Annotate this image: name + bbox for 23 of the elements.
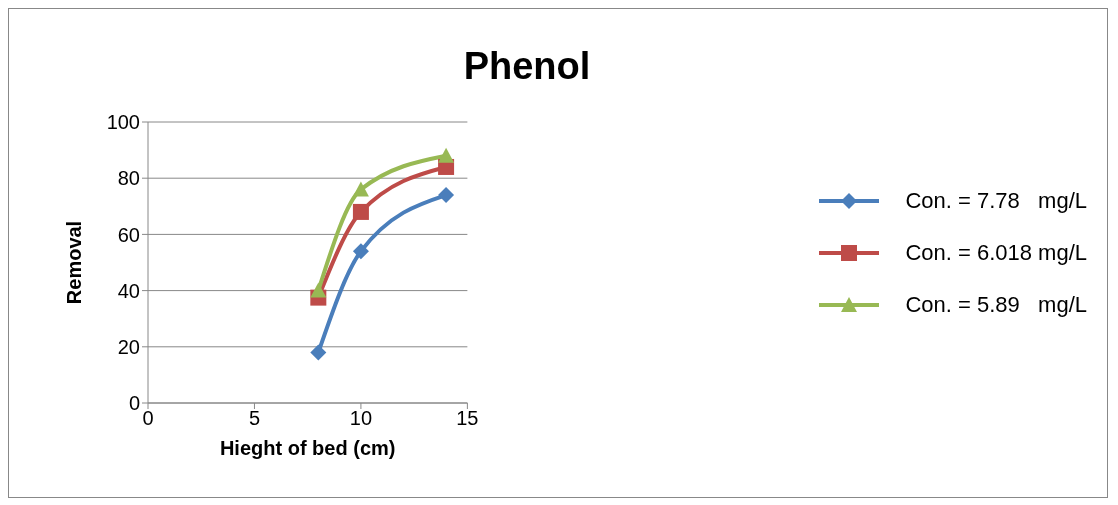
point	[352, 203, 369, 220]
x-axis-title: Hieght of bed (cm)	[219, 437, 396, 460]
y-tick-label: 80	[117, 167, 140, 190]
y-axis-title: Removal	[63, 220, 86, 305]
x-tick-label: 15	[456, 407, 479, 430]
x-tick-label: 0	[142, 407, 154, 430]
point	[310, 282, 327, 298]
y-tick-label: 20	[117, 335, 140, 358]
legend-label: Con. = 7.78 mg/L	[905, 188, 1087, 214]
y-tick-label: 40	[117, 279, 140, 302]
chart-title: Phenol	[462, 45, 592, 88]
point	[352, 181, 369, 197]
y-tick-label: 0	[128, 392, 140, 415]
y-tick-label: 100	[106, 111, 140, 134]
x-tick-label: 10	[349, 407, 373, 430]
point	[310, 344, 327, 361]
x-tick-label: 5	[248, 407, 261, 430]
point	[352, 243, 369, 260]
point	[438, 187, 455, 204]
y-tick-label: 60	[117, 223, 140, 246]
legend-label: Con. = 5.89 mg/L	[905, 292, 1087, 318]
legend-label: Con. = 6.018 mg/L	[905, 240, 1087, 266]
point	[438, 147, 455, 163]
